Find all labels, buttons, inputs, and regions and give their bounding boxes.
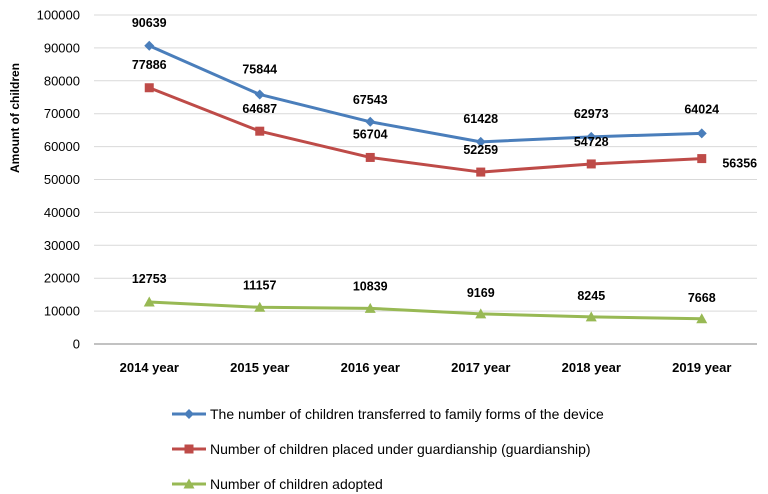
x-axis-ticks: 2014 year 2015 year 2016 year 2017 year 2018… <box>120 360 732 375</box>
x-tick-label: 2018 year <box>562 360 621 375</box>
series-line <box>147 300 704 321</box>
data-label: 61428 <box>463 112 498 126</box>
data-point-marker <box>586 159 596 169</box>
data-label: 8245 <box>577 289 605 303</box>
y-tick-label: 70000 <box>44 106 80 121</box>
data-label: 12753 <box>132 272 167 286</box>
legend-label: Number of children adopted <box>210 476 383 492</box>
legend-entry: The number of children transferred to fa… <box>172 406 604 422</box>
legend-entry: Number of children adopted <box>172 476 383 492</box>
y-axis-ticks: 0 10000 20000 30000 40000 50000 60000 70000 8000… <box>37 8 80 352</box>
y-tick-label: 60000 <box>44 139 80 154</box>
y-tick-label: 20000 <box>44 271 80 286</box>
legend-entry: Number of children placed under guardian… <box>172 441 591 457</box>
data-point-marker <box>364 302 376 313</box>
y-tick-label: 90000 <box>44 40 80 55</box>
data-label: 62973 <box>574 107 609 121</box>
y-tick-label: 10000 <box>44 304 80 319</box>
y-tick-label: 100000 <box>37 8 80 23</box>
x-tick-label: 2019 year <box>672 360 731 375</box>
data-point-marker <box>255 126 265 136</box>
data-label: 64024 <box>684 102 719 116</box>
data-label: 9169 <box>467 286 495 300</box>
data-label: 64687 <box>242 102 277 116</box>
x-tick-label: 2015 year <box>230 360 289 375</box>
series-3 <box>143 296 708 324</box>
y-tick-label: 40000 <box>44 205 80 220</box>
data-label: 77886 <box>132 58 167 72</box>
data-label: 54728 <box>574 135 609 149</box>
x-tick-label: 2016 year <box>341 360 400 375</box>
y-tick-label: 80000 <box>44 73 80 88</box>
legend-label: Number of children placed under guardian… <box>210 441 591 457</box>
data-label: 52259 <box>463 143 498 157</box>
data-point-marker <box>144 83 154 93</box>
data-point-marker <box>475 136 486 147</box>
series-line <box>147 86 704 174</box>
series-line <box>147 44 704 144</box>
y-axis-title: Amount of children <box>8 63 22 173</box>
data-point-marker <box>475 308 487 319</box>
data-label: 56356 <box>722 157 757 171</box>
data-point-marker <box>365 116 376 127</box>
data-point-marker <box>143 296 155 307</box>
data-point-marker <box>144 40 155 51</box>
series-2 <box>144 83 707 177</box>
data-label: 67543 <box>353 93 388 107</box>
data-label: 56704 <box>353 127 388 141</box>
series <box>143 40 708 324</box>
data-point-marker <box>696 313 708 324</box>
data-point-marker <box>254 301 266 312</box>
legend-swatch-marker <box>184 444 194 454</box>
data-label: 75844 <box>242 62 277 76</box>
legend-swatch-marker <box>183 478 195 489</box>
data-point-marker <box>697 154 707 164</box>
x-tick-label: 2017 year <box>451 360 510 375</box>
data-point-marker <box>586 131 597 142</box>
y-tick-label: 50000 <box>44 172 80 187</box>
data-label: 10839 <box>353 279 388 293</box>
data-label: 11157 <box>243 278 276 292</box>
data-point-marker <box>476 167 486 177</box>
data-label: 7668 <box>688 291 716 305</box>
y-tick-label: 30000 <box>44 238 80 253</box>
legend-label: The number of children transferred to fa… <box>210 406 604 422</box>
x-tick-label: 2014 year <box>120 360 179 375</box>
legend: The number of children transferred to fa… <box>172 406 604 492</box>
data-label: 90639 <box>132 16 167 30</box>
data-point-marker <box>696 128 707 139</box>
gridlines <box>94 14 757 345</box>
series-1 <box>144 40 707 147</box>
data-point-marker <box>585 311 597 322</box>
data-labels: 90639 75844 67543 61428 62973 64024 77886 64687… <box>132 16 757 305</box>
data-point-marker <box>365 152 375 162</box>
legend-swatch-marker <box>184 409 194 419</box>
y-tick-label: 0 <box>73 337 80 352</box>
data-point-marker <box>254 89 265 100</box>
